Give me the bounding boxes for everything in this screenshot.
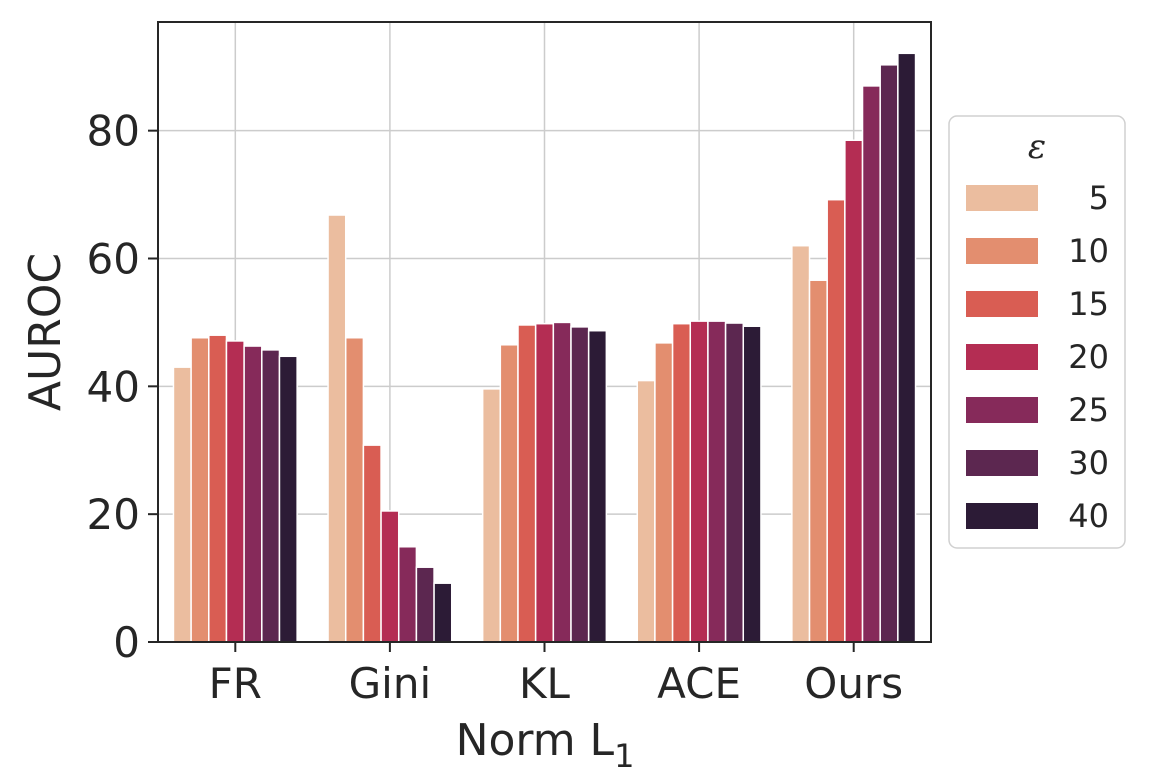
bar-gini-eps-10 <box>344 337 365 643</box>
bar-gini-eps-15 <box>362 444 382 643</box>
bar-ace-eps-20 <box>689 320 709 643</box>
bar-fr-eps-5 <box>172 366 192 643</box>
legend-label-eps-5: 5 <box>1089 179 1109 217</box>
bar-fr-eps-20 <box>225 340 245 643</box>
legend-swatch-eps-40 <box>966 503 1038 529</box>
bar-kl-eps-40 <box>587 329 608 643</box>
y-tick-label-20: 20 <box>87 490 140 539</box>
legend-swatch-eps-5 <box>966 185 1038 211</box>
bar-fr-eps-10 <box>190 337 210 643</box>
x-tick-label-ace: ACE <box>657 659 741 708</box>
legend-box <box>948 115 1126 549</box>
y-tick-label-40: 40 <box>87 362 140 411</box>
legend: ε 5 10 15 20 25 30 40 <box>948 115 1126 549</box>
x-axis-ticks: FR Gini KL ACE Ours <box>209 642 903 708</box>
x-tick-label-ours: Ours <box>804 659 903 708</box>
bar-kl-eps-25 <box>552 321 572 643</box>
legend-title: ε <box>1028 127 1046 167</box>
bar-ace-eps-30 <box>724 322 745 643</box>
bar-kl-eps-30 <box>570 326 590 643</box>
y-axis-label: AUROC <box>20 253 71 411</box>
x-tick-label-fr: FR <box>209 659 262 708</box>
bar-gini-eps-5 <box>327 214 347 643</box>
bar-fr-eps-25 <box>243 345 263 643</box>
bar-gini-eps-40 <box>433 582 453 643</box>
bar-ours-eps-30 <box>879 64 899 643</box>
bar-gini-eps-20 <box>380 510 400 643</box>
bar-ace-eps-40 <box>742 325 762 643</box>
bar-ours-eps-25 <box>861 85 881 643</box>
y-tick-label-80: 80 <box>87 107 140 156</box>
bar-ours-eps-40 <box>897 52 917 643</box>
bar-ours-eps-15 <box>826 198 846 643</box>
legend-label-eps-30: 30 <box>1068 444 1109 482</box>
y-axis-ticks: 0 20 40 60 80 <box>87 107 158 667</box>
bars <box>172 52 917 643</box>
legend-label-eps-15: 15 <box>1068 285 1109 323</box>
bar-ours-eps-10 <box>808 279 828 643</box>
x-axis-label: Norm L1 <box>456 715 635 775</box>
bar-fr-eps-40 <box>278 355 298 643</box>
bar-ace-eps-25 <box>707 320 727 643</box>
bar-gini-eps-30 <box>415 566 435 643</box>
bar-fr-eps-30 <box>261 349 281 643</box>
bar-gini-eps-25 <box>397 546 418 643</box>
legend-swatch-eps-15 <box>966 291 1038 317</box>
bar-ours-eps-5 <box>791 244 811 643</box>
legend-swatch-eps-20 <box>966 344 1038 370</box>
bar-ace-eps-5 <box>636 379 656 643</box>
legend-label-eps-10: 10 <box>1068 232 1109 270</box>
x-tick-label-gini: Gini <box>349 659 432 708</box>
bar-kl-eps-15 <box>517 324 537 643</box>
legend-items: 5 10 15 20 25 30 40 <box>966 179 1109 535</box>
bar-kl-eps-5 <box>481 388 502 643</box>
legend-label-eps-40: 40 <box>1068 497 1109 535</box>
bar-ours-eps-20 <box>844 139 864 643</box>
bar-kl-eps-20 <box>534 322 555 643</box>
legend-label-eps-25: 25 <box>1068 391 1109 429</box>
x-tick-label-kl: KL <box>519 659 571 708</box>
bar-ace-eps-10 <box>654 342 674 643</box>
legend-swatch-eps-30 <box>966 450 1038 476</box>
legend-swatch-eps-25 <box>966 397 1038 423</box>
y-tick-label-0: 0 <box>113 618 140 667</box>
legend-label-eps-20: 20 <box>1068 338 1109 376</box>
bar-fr-eps-15 <box>208 334 228 643</box>
bar-kl-eps-10 <box>499 344 519 643</box>
y-tick-label-60: 60 <box>87 234 140 283</box>
legend-swatch-eps-10 <box>966 238 1038 264</box>
bar-ace-eps-15 <box>671 322 692 643</box>
x-axis-label-subscript: 1 <box>614 737 634 775</box>
x-axis-label-main: Norm L <box>456 715 615 766</box>
